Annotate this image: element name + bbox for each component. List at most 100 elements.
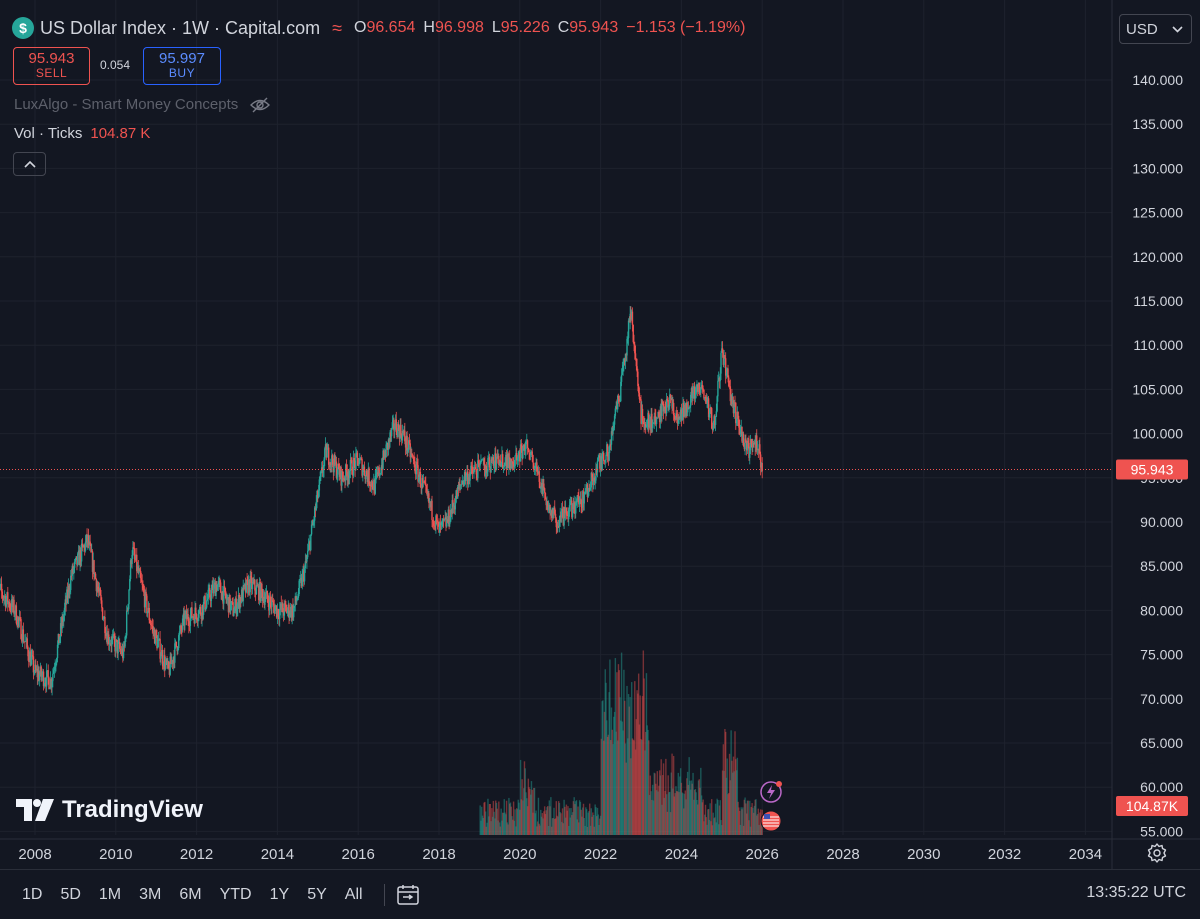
candle-body (387, 442, 389, 451)
candle-body (284, 603, 286, 605)
tradingview-logo[interactable]: TradingView (16, 796, 203, 824)
candle-body (369, 484, 372, 487)
candle-body (0, 583, 2, 586)
range-button-3m[interactable]: 3M (139, 885, 162, 903)
range-button-all[interactable]: All (344, 885, 363, 903)
volume-bar (645, 673, 648, 835)
lightning-event-icon[interactable] (760, 781, 782, 803)
volume-bar (592, 814, 595, 835)
volume-bar (573, 797, 575, 835)
candle-body (236, 608, 238, 615)
candle-body (402, 430, 404, 434)
utc-clock[interactable]: 13:35:22 UTC (1086, 884, 1186, 901)
candle-body (375, 474, 377, 476)
candle-body (264, 599, 266, 605)
candle-body (77, 550, 80, 554)
candle-body (24, 641, 27, 642)
candle-body (349, 459, 352, 471)
indicator-volume[interactable]: Vol · Ticks 104.87 K (14, 125, 150, 142)
volume-bar (506, 822, 509, 835)
currency-select[interactable]: USD (1119, 14, 1192, 44)
current-price-tag-bg[interactable] (1116, 459, 1188, 480)
volume-bar (655, 790, 658, 835)
candle-body (295, 596, 297, 602)
candle-body (390, 428, 393, 437)
eye-hidden-icon[interactable] (250, 97, 271, 113)
candle-body (208, 588, 210, 590)
symbol-title[interactable]: US Dollar Index · 1W · Capital.com (40, 17, 321, 38)
volume-bar (641, 739, 643, 835)
candle-body (356, 452, 359, 459)
volume-bar (601, 701, 603, 835)
range-button-1m[interactable]: 1M (98, 885, 122, 903)
candle-body (199, 607, 202, 615)
volume-bar (644, 750, 646, 835)
range-button-1d[interactable]: 1D (22, 885, 43, 903)
volume-bar (494, 818, 496, 835)
volume-bar (501, 820, 503, 835)
candle-body (61, 617, 63, 629)
candle-body (0, 585, 1, 587)
candle-body (211, 584, 213, 591)
candle-body (99, 588, 101, 596)
collapse-legend-button[interactable] (13, 152, 46, 176)
candle-body (148, 607, 150, 621)
chart-canvas[interactable]: 140.000 135.000 130.000 125.000 120.000 115.0… (0, 0, 1200, 869)
candle-body (560, 515, 562, 518)
candle-body (137, 566, 140, 573)
volume-bar (575, 800, 578, 835)
candle-body (101, 600, 103, 608)
candle-body (691, 388, 693, 399)
candle-body (432, 521, 435, 526)
candle-body (166, 659, 168, 666)
volume-bar (683, 808, 685, 835)
volume-bar (607, 734, 610, 835)
candle-body (394, 419, 397, 429)
candle-body (702, 388, 704, 390)
candle-body (598, 455, 600, 458)
candle-body (648, 412, 650, 428)
candle-body (459, 483, 461, 486)
volume-bar (588, 811, 590, 835)
candle-body (128, 589, 130, 605)
range-button-5y[interactable]: 5Y (307, 885, 327, 903)
indicator-luxalgo[interactable]: LuxAlgo - Smart Money Concepts (14, 96, 271, 113)
candle-body (38, 671, 40, 681)
range-button-6m[interactable]: 6M (179, 885, 202, 903)
market-status-icon[interactable]: ≈ (332, 17, 342, 38)
candle-body (690, 388, 693, 395)
candle-body (504, 462, 506, 466)
candle-body (722, 352, 725, 365)
range-button-1y[interactable]: 1Y (269, 885, 290, 903)
range-button-ytd[interactable]: YTD (219, 885, 252, 903)
candle-body (698, 382, 700, 393)
range-button-5d[interactable]: 5D (60, 885, 81, 903)
candle-body (487, 457, 489, 472)
candle-body (367, 468, 369, 483)
candle-body (129, 560, 132, 579)
volume-bar (626, 685, 628, 835)
buy-button[interactable]: 95.997 BUY (143, 47, 221, 85)
us-flag-event-icon[interactable] (760, 810, 782, 832)
volume-bar (730, 730, 732, 835)
candle-body (576, 495, 578, 501)
candle-body (145, 591, 147, 596)
volume-bar (711, 825, 714, 835)
symbol-logo-icon[interactable]: $ (12, 17, 34, 39)
sell-button[interactable]: 95.943 SELL (13, 47, 90, 85)
candle-body (518, 451, 520, 456)
candle-body (503, 465, 505, 467)
candle-body (700, 388, 702, 393)
candle-body (608, 446, 610, 461)
volume-bar (725, 777, 728, 835)
date-range-icon[interactable] (395, 884, 421, 906)
candle-body (217, 581, 220, 585)
candle-body (568, 509, 570, 520)
candle-body (682, 402, 684, 414)
settings-gear-icon[interactable] (1147, 843, 1167, 863)
volume-bar (616, 740, 619, 835)
current-price-tag[interactable]: 95.943 (1131, 461, 1174, 477)
candle-body (703, 389, 705, 399)
candle-body (429, 501, 432, 508)
candle-body (215, 584, 217, 596)
